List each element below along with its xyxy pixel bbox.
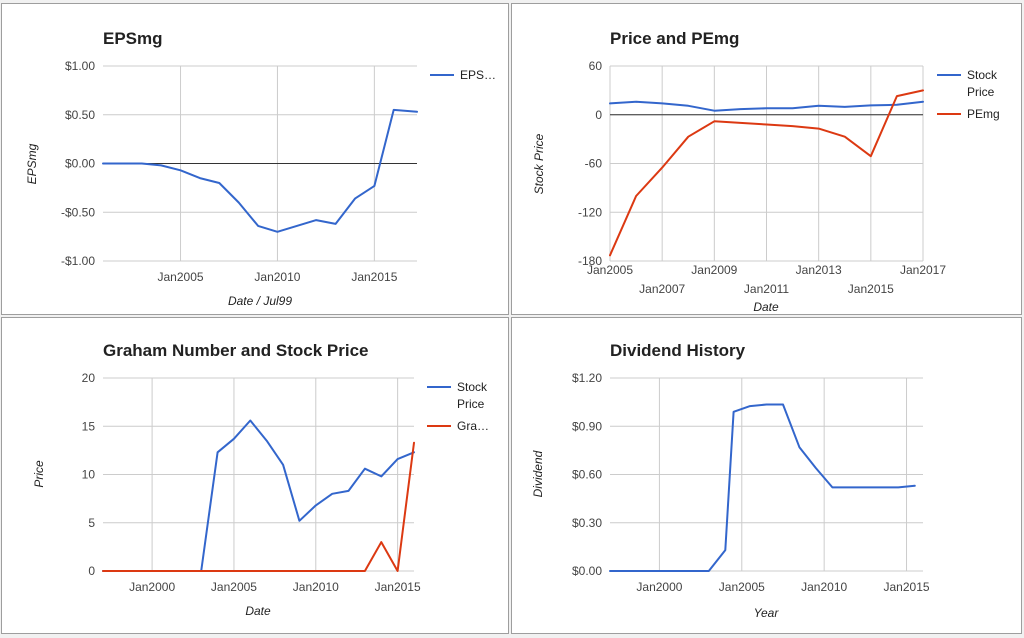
chart-title: EPSmg xyxy=(103,29,163,48)
x-tick-label: Jan2005 xyxy=(211,580,257,594)
x-tick-label: Jan2005 xyxy=(587,263,633,277)
y-tick-label: $0.60 xyxy=(572,468,602,482)
y-tick-label: 0 xyxy=(88,564,95,578)
chart-title: Graham Number and Stock Price xyxy=(103,341,368,360)
x-tick-label: Jan2005 xyxy=(158,270,204,284)
eps-chart-panel: EPSmg $1.00 $0.50 $0.00 -$0.50 -$1.00 Jan2005 J… xyxy=(1,3,509,315)
legend-label: EPS… xyxy=(460,68,496,82)
x-tick-label: Jan2013 xyxy=(796,263,842,277)
series-line-1 xyxy=(609,403,916,572)
y-tick-label: 60 xyxy=(589,59,603,73)
x-tick-label: Jan2007 xyxy=(639,282,685,296)
x-axis-title: Year xyxy=(754,606,780,620)
y-tick-label: $0.00 xyxy=(65,157,95,171)
legend-label: Gra… xyxy=(457,419,489,433)
chart-1-svg: EPSmg $1.00 $0.50 $0.00 -$0.50 -$1.00 Jan2005 J… xyxy=(25,29,496,308)
x-tick-label: Jan2017 xyxy=(900,263,946,277)
y-tick-label: $0.30 xyxy=(572,516,602,530)
chart-title: Price and PEmg xyxy=(610,29,739,48)
y-axis-title: Price xyxy=(32,460,46,488)
y-axis-title: Dividend xyxy=(531,450,545,497)
y-tick-label: 10 xyxy=(82,468,96,482)
series-line-1 xyxy=(102,419,415,572)
graham-chart-panel: Graham Number and Stock Price 20 15 10 5 0 Jan… xyxy=(1,317,509,634)
y-axis-title: EPSmg xyxy=(25,143,39,184)
x-tick-label: Jan2000 xyxy=(129,580,175,594)
y-tick-label: $0.50 xyxy=(65,108,95,122)
y-tick-label: $0.90 xyxy=(572,419,602,433)
price-pe-chart-panel: Price and PEmg 60 0 -60 -120 -180 Jan2005 Jan20… xyxy=(511,3,1022,315)
series-line-1 xyxy=(609,100,924,112)
y-tick-label: $1.00 xyxy=(65,59,95,73)
x-tick-label: Jan2011 xyxy=(744,282,789,296)
x-tick-label: Jan2015 xyxy=(884,580,930,594)
y-tick-label: $1.20 xyxy=(572,371,602,385)
x-tick-label: Jan2010 xyxy=(254,270,300,284)
series-line-1 xyxy=(102,108,418,233)
y-tick-label: -$1.00 xyxy=(61,254,95,268)
x-tick-label: Jan2015 xyxy=(375,580,421,594)
legend-label: Stock Price xyxy=(457,380,488,411)
x-axis-title: Date / Jul99 xyxy=(228,294,292,308)
legend-label: Stock Price xyxy=(967,68,998,99)
series-line-2 xyxy=(609,89,924,257)
chart-title: Dividend History xyxy=(610,341,746,360)
legend-label: PEmg xyxy=(967,107,1000,121)
y-tick-label: 15 xyxy=(82,419,96,433)
chart-4-svg: Dividend History $1.20 $0.90 $0.60 $0.30 $0.0… xyxy=(531,341,930,620)
x-tick-label: Jan2000 xyxy=(636,580,682,594)
x-tick-label: Jan2015 xyxy=(351,270,397,284)
y-axis-title: Stock Price xyxy=(532,133,546,194)
y-tick-label: 5 xyxy=(88,516,95,530)
x-axis-title: Date xyxy=(753,300,779,314)
y-tick-label: $0.00 xyxy=(572,564,602,578)
y-tick-label: -$0.50 xyxy=(61,205,95,219)
x-tick-label: Jan2010 xyxy=(801,580,847,594)
chart-3-svg: Graham Number and Stock Price 20 15 10 5 0 Jan… xyxy=(32,341,489,618)
y-tick-label: -60 xyxy=(585,157,603,171)
series-line-2 xyxy=(102,441,415,572)
x-axis-title: Date xyxy=(245,604,271,618)
x-tick-label: Jan2005 xyxy=(719,580,765,594)
x-tick-label: Jan2015 xyxy=(848,282,894,296)
y-tick-label: -120 xyxy=(578,205,602,219)
y-tick-label: 20 xyxy=(82,371,96,385)
x-tick-label: Jan2010 xyxy=(293,580,339,594)
y-tick-label: -180 xyxy=(578,254,602,268)
y-tick-label: 0 xyxy=(595,108,602,122)
dividend-chart-panel: Dividend History $1.20 $0.90 $0.60 $0.30 $0.0… xyxy=(511,317,1022,634)
x-tick-label: Jan2009 xyxy=(691,263,737,277)
